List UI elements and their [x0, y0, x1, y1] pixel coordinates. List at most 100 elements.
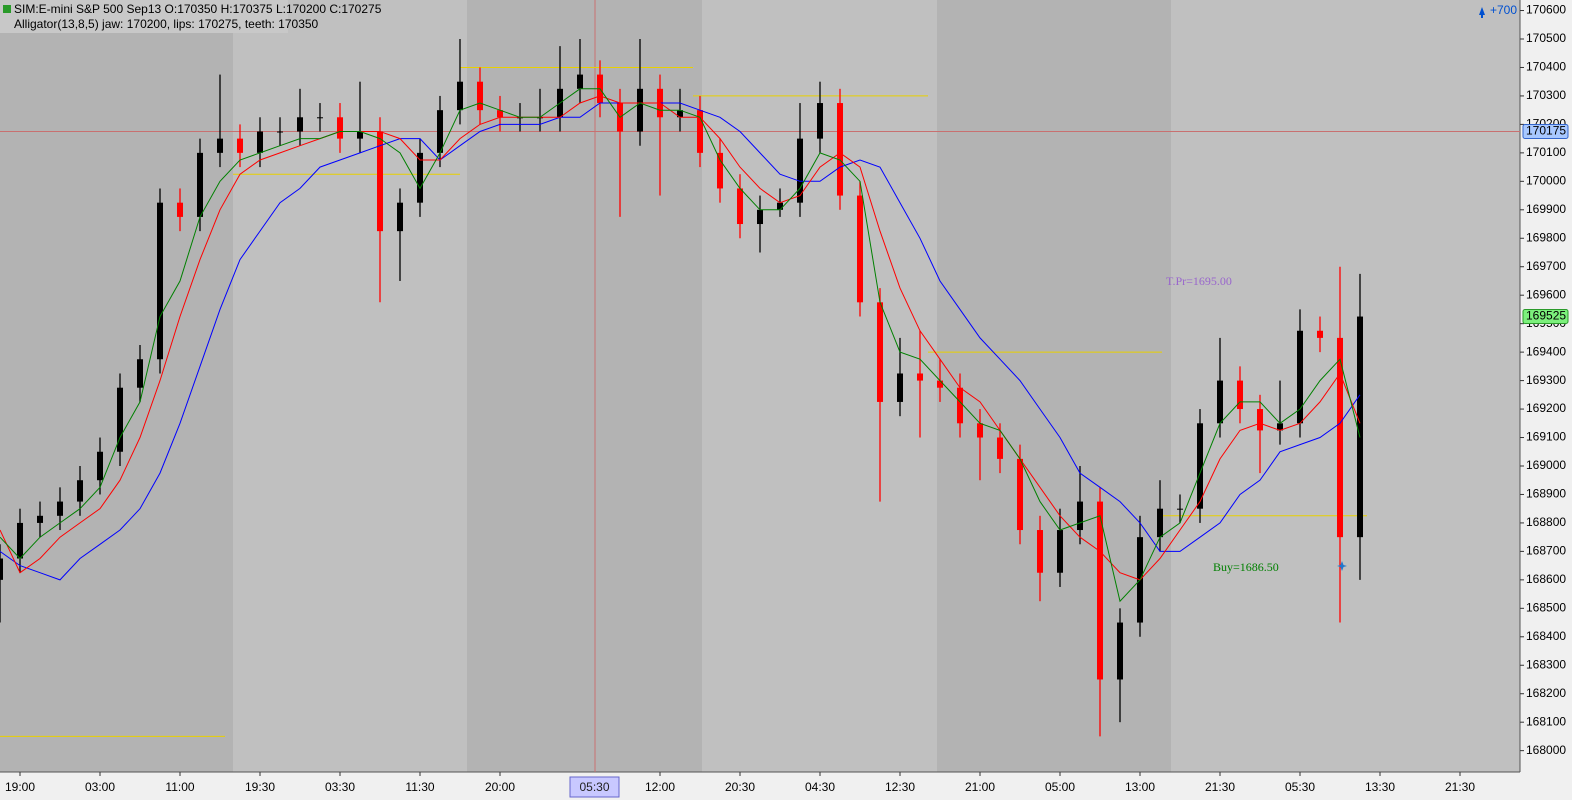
x-tick-label: 12:00: [645, 780, 675, 794]
candle-body: [1297, 330, 1303, 424]
candle-body: [277, 131, 283, 133]
candle-body: [797, 138, 803, 203]
indicator-label: Alligator(13,8,5) jaw: 170200, lips: 170…: [14, 17, 319, 31]
entry-marker: [1337, 561, 1347, 571]
candle-body: [1257, 409, 1263, 431]
scroll-label[interactable]: +700: [1490, 3, 1517, 17]
candle-body: [337, 117, 343, 139]
candle-body: [637, 88, 643, 132]
plot: [0, 38, 1520, 737]
x-tick-label: 19:00: [5, 780, 35, 794]
last-price-box: [1522, 309, 1569, 325]
y-tick-label: 169100: [1526, 430, 1566, 444]
y-tick-label: 169300: [1526, 373, 1566, 387]
candle-body: [1317, 330, 1323, 338]
candle-body: [1177, 508, 1183, 510]
y-tick-label: 169800: [1526, 230, 1566, 244]
y-tick-label: 168800: [1526, 515, 1566, 529]
y-tick-label: 170000: [1526, 174, 1566, 188]
candle-body: [757, 209, 763, 225]
indicator-line: [0, 88, 1361, 603]
candle-body: [977, 423, 983, 438]
last-price-label: 169525: [1526, 309, 1566, 323]
candle-body: [457, 81, 463, 111]
y-tick-label: 168100: [1526, 714, 1566, 728]
x-tick-label: 21:30: [1205, 780, 1235, 794]
candle-body: [1197, 423, 1203, 509]
y-tick-label: 169200: [1526, 401, 1566, 415]
candle-body: [1157, 508, 1163, 538]
candle-body: [1037, 530, 1043, 573]
y-tick-label: 169600: [1526, 287, 1566, 301]
chart-title: SIM:E-mini S&P 500 Sep13 O:170350 H:1703…: [14, 2, 382, 16]
y-tick-label: 168000: [1526, 743, 1566, 757]
candle-body: [377, 131, 383, 232]
candle-body: [1277, 423, 1283, 431]
candle-body: [1077, 501, 1083, 531]
sessions: [0, 0, 1520, 772]
candle-body: [1217, 380, 1223, 424]
candle-body: [997, 437, 1003, 459]
candle-body: [817, 103, 823, 139]
candle-body: [397, 202, 403, 232]
crosshair-price-label: 170175: [1526, 124, 1566, 138]
candle-body: [1357, 316, 1363, 538]
y-tick-label: 169700: [1526, 259, 1566, 273]
candle-body: [957, 387, 963, 424]
candle-body: [177, 202, 183, 217]
candle-body: [157, 202, 163, 360]
candle-body: [197, 152, 203, 217]
y-tick-label: 170300: [1526, 88, 1566, 102]
candle-body: [437, 110, 443, 153]
y-tick-label: 169000: [1526, 458, 1566, 472]
x-tick-label: 21:00: [965, 780, 995, 794]
y-tick-label: 170100: [1526, 145, 1566, 159]
candle-body: [0, 558, 3, 580]
candle-body: [857, 195, 863, 303]
candle-body: [357, 131, 363, 139]
candle-body: [497, 110, 503, 118]
candle-body: [117, 387, 123, 452]
buy-annotation: Buy=1686.50: [1213, 560, 1279, 574]
x-tick-label: 19:30: [245, 780, 275, 794]
candle-body: [97, 451, 103, 481]
scroll-arrow[interactable]: [1479, 7, 1485, 18]
candle-body: [937, 380, 943, 388]
crosshair-time-label: 05:30: [579, 780, 609, 794]
candle-body: [477, 81, 483, 111]
y-tick-label: 168200: [1526, 686, 1566, 700]
y-tick-label: 168700: [1526, 544, 1566, 558]
candle-body: [697, 110, 703, 153]
candle-body: [317, 117, 323, 119]
candle-body: [1057, 530, 1063, 573]
candle-body: [677, 110, 683, 118]
x-tick-label: 05:00: [1045, 780, 1075, 794]
candle-body: [297, 117, 303, 132]
candle-body: [877, 302, 883, 402]
candle-body: [777, 202, 783, 210]
candle-body: [237, 138, 243, 153]
session-band: [937, 0, 1171, 772]
candle-body: [417, 152, 423, 203]
x-tick-label: 21:30: [1445, 780, 1475, 794]
x-tick-label: 13:00: [1125, 780, 1155, 794]
y-tick-label: 168500: [1526, 600, 1566, 614]
candle-body: [717, 152, 723, 189]
candle-body: [837, 103, 843, 196]
candle-body: [77, 480, 83, 502]
candle-body: [897, 373, 903, 402]
candle-body: [57, 501, 63, 516]
candle-body: [137, 359, 143, 388]
x-tick-label: 11:00: [165, 780, 194, 794]
candle-body: [737, 188, 743, 225]
y-tick-label: 169900: [1526, 202, 1566, 216]
candle-body: [1117, 622, 1123, 680]
axes: 168000 168100 168200 168300 168400 168500 1686…: [5, 3, 1566, 794]
candle-body: [1237, 380, 1243, 410]
y-tick-label: 170500: [1526, 31, 1566, 45]
y-tick-label: 170400: [1526, 60, 1566, 74]
y-tick-label: 168300: [1526, 657, 1566, 671]
indicator-line: [0, 95, 1361, 581]
candle-body: [217, 138, 223, 153]
